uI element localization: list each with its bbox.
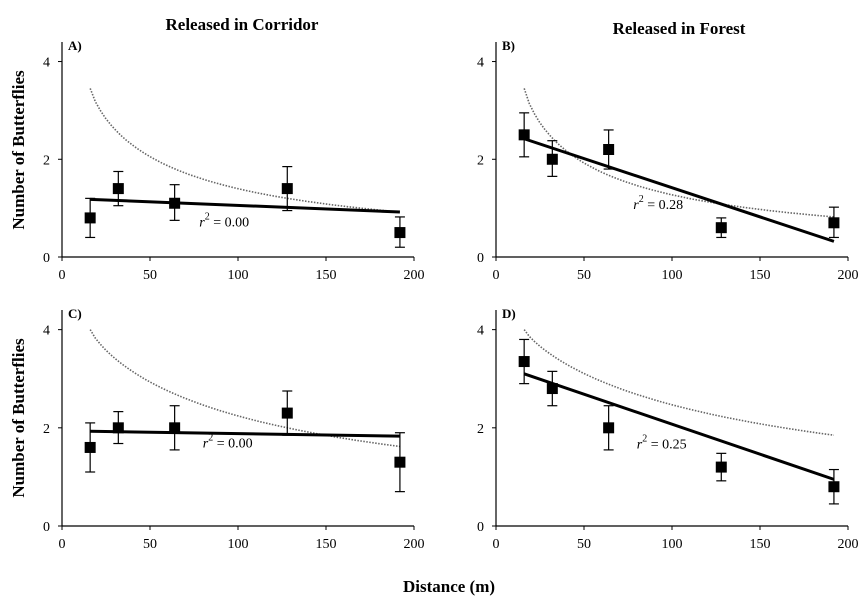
- y-axis-label-bottom: Number of Butterflies: [9, 338, 28, 498]
- column-title-forest: Released in Forest: [613, 19, 746, 38]
- data-point: [281, 407, 293, 419]
- x-axis-label: Distance (m): [403, 577, 495, 596]
- y-tick-label: 4: [477, 56, 484, 71]
- x-tick-label: 0: [493, 268, 500, 283]
- data-point: [828, 481, 840, 493]
- x-tick-label: 150: [750, 268, 771, 283]
- y-tick-label: 0: [43, 520, 50, 535]
- x-tick-label: 150: [316, 537, 337, 552]
- x-tick-label: 200: [404, 537, 425, 552]
- data-point: [84, 212, 96, 224]
- data-point: [518, 356, 530, 368]
- column-title-corridor: Released in Corridor: [166, 15, 319, 34]
- regression-line: [90, 429, 400, 438]
- y-tick-label: 2: [477, 422, 484, 437]
- data-point: [546, 153, 558, 165]
- x-tick-label: 100: [662, 537, 683, 552]
- y-tick-label: 0: [477, 520, 484, 535]
- panel-label: B): [502, 38, 515, 53]
- reference-curve: [523, 88, 834, 218]
- y-tick-label: 2: [477, 153, 484, 168]
- y-tick-label: 4: [477, 324, 484, 339]
- panel-c: 0 2 4 0 50 100 150 200 C) r2 = 0.00: [43, 306, 425, 552]
- reference-curve: [523, 329, 835, 436]
- x-tick-label: 200: [838, 268, 859, 283]
- regression-line: [523, 137, 835, 243]
- data-point: [84, 441, 96, 453]
- regression-line: [90, 197, 400, 214]
- y-tick-label: 0: [43, 251, 50, 266]
- r-squared-label: r2 = 0.00: [199, 212, 249, 231]
- x-tick-label: 200: [838, 537, 859, 552]
- y-axis-label-top: Number of Butterflies: [9, 70, 28, 230]
- data-point: [169, 422, 181, 434]
- data-point: [715, 461, 727, 473]
- panel-d: 0 2 4 0 50 100 150 200 D) r2 = 0.25: [477, 306, 859, 552]
- data-point: [112, 422, 124, 434]
- x-tick-label: 100: [228, 268, 249, 283]
- y-tick-label: 4: [43, 324, 50, 339]
- panel-label: A): [68, 38, 82, 53]
- reference-curve: [89, 88, 400, 213]
- x-tick-label: 50: [143, 537, 157, 552]
- y-tick-label: 0: [477, 251, 484, 266]
- panel-a: 0 2 4 0 50 100 150 200 A) r2 = 0.00: [43, 38, 425, 283]
- x-tick-label: 100: [662, 268, 683, 283]
- data-point: [281, 183, 293, 195]
- panel-b: 0 2 4 0 50 100 150 200 B) r2 = 0.28: [477, 38, 859, 283]
- x-tick-label: 50: [577, 537, 591, 552]
- data-point: [546, 383, 558, 395]
- x-tick-label: 50: [577, 268, 591, 283]
- data-point: [828, 217, 840, 229]
- r-squared-label: r2 = 0.25: [637, 433, 687, 452]
- x-tick-label: 200: [404, 268, 425, 283]
- data-point: [169, 197, 181, 209]
- x-tick-label: 0: [59, 268, 66, 283]
- y-tick-label: 2: [43, 422, 50, 437]
- data-point: [394, 456, 406, 468]
- y-tick-label: 2: [43, 153, 50, 168]
- regression-line: [523, 372, 835, 481]
- x-tick-label: 150: [750, 537, 771, 552]
- data-point: [715, 222, 727, 234]
- panel-label: D): [502, 306, 516, 321]
- y-tick-label: 4: [43, 56, 50, 71]
- r-squared-label: r2 = 0.00: [203, 432, 253, 451]
- data-point: [394, 227, 406, 239]
- x-tick-label: 0: [493, 537, 500, 552]
- x-tick-label: 150: [316, 268, 337, 283]
- panel-label: C): [68, 306, 82, 321]
- r-squared-label: r2 = 0.28: [633, 194, 683, 213]
- data-point: [603, 144, 615, 155]
- x-tick-label: 100: [228, 537, 249, 552]
- x-tick-label: 50: [143, 268, 157, 283]
- data-point: [112, 183, 124, 195]
- data-point: [518, 129, 530, 141]
- data-point: [603, 422, 615, 434]
- x-tick-label: 0: [59, 537, 66, 552]
- reference-curve: [89, 329, 401, 448]
